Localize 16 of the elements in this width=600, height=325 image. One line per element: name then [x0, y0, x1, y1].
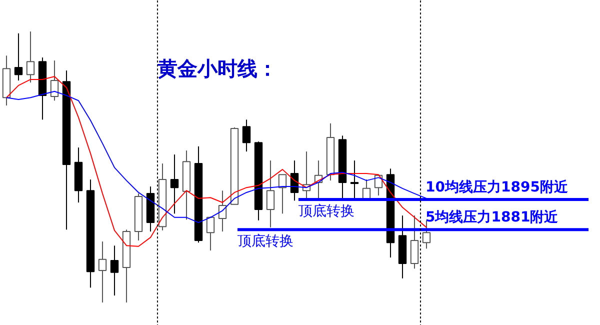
candlestick — [50, 60, 59, 102]
text: 黄金小时线： — [156, 56, 278, 80]
candlestick — [266, 160, 275, 228]
candlestick — [98, 241, 107, 303]
candlestick — [110, 245, 119, 296]
ref-line-label: 5均线压力1881附近 — [426, 208, 560, 226]
candlestick — [278, 174, 287, 214]
annotation: 顶底转换 — [238, 234, 294, 250]
candlestick — [170, 154, 179, 214]
candlestick — [206, 216, 215, 251]
annotation: 顶底转换 — [298, 204, 354, 220]
candlestick — [242, 119, 251, 152]
candlestick — [410, 215, 419, 270]
candlestick — [26, 31, 35, 83]
ref-line-label: 10均线压力1895附近 — [426, 178, 569, 196]
candlestick — [14, 32, 23, 82]
